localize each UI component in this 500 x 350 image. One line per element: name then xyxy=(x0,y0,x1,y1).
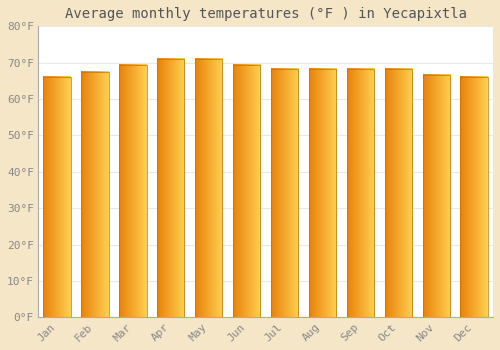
Bar xyxy=(44,77,70,317)
Bar xyxy=(309,69,336,317)
Bar xyxy=(271,69,298,317)
Bar xyxy=(82,72,108,317)
Bar xyxy=(384,69,412,317)
Bar xyxy=(422,75,450,317)
Bar xyxy=(346,69,374,317)
Bar xyxy=(460,77,487,317)
Bar xyxy=(119,65,146,317)
Bar xyxy=(157,59,184,317)
Title: Average monthly temperatures (°F ) in Yecapixtla: Average monthly temperatures (°F ) in Ye… xyxy=(64,7,466,21)
Bar xyxy=(233,65,260,317)
Bar xyxy=(195,59,222,317)
